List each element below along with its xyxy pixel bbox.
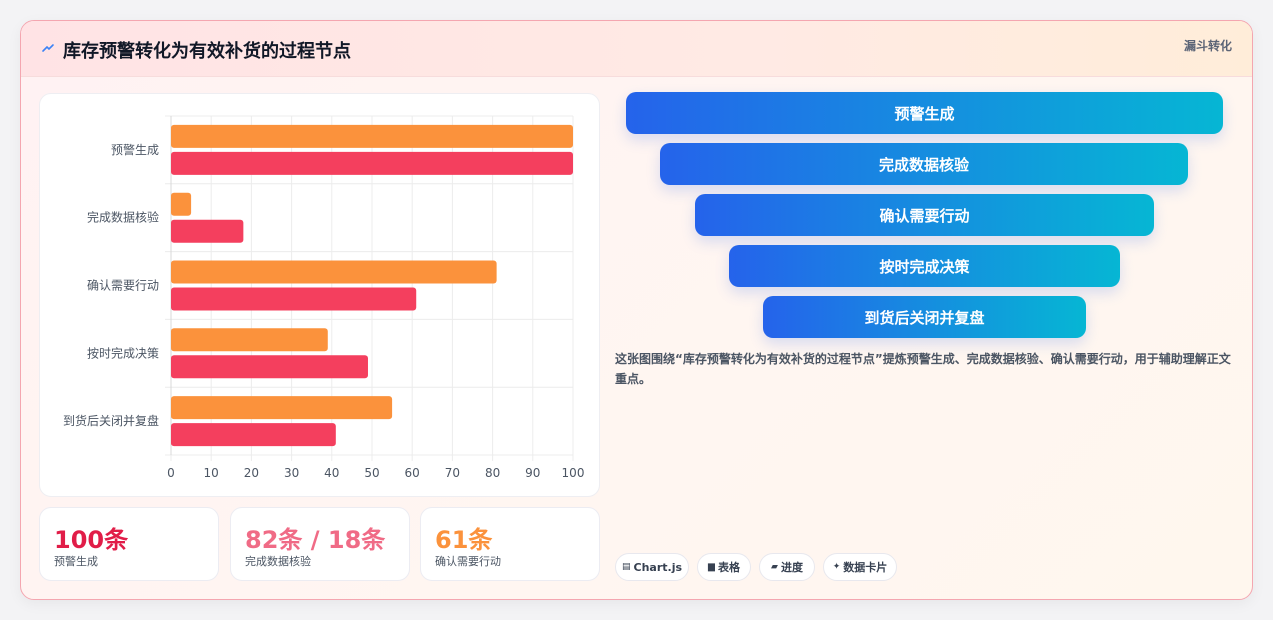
chip-label: Chart.js [633,560,683,574]
chip-data-card[interactable]: ✦ 数据卡片 [823,553,897,581]
x-tick-label: 80 [485,466,500,480]
stat-value: 100条 [54,526,129,554]
chart-description: 这张图围绕“库存预警转化为有效补货的过程节点”提炼预警生成、完成数据核验、确认需… [615,352,1231,386]
sparkle-icon: ✦ [832,562,841,572]
bar-1-2 [171,192,192,216]
y-category-label: 预警生成 [111,142,159,157]
chip-table[interactable]: ▆ 表格 [697,553,751,581]
card-header: 库存预警转化为有效补货的过程节点 漏斗转化 [21,21,1252,77]
chip-progress[interactable]: ▰ 进度 [759,553,815,581]
chart-type-tag: 漏斗转化 [1183,39,1232,53]
stat-label: 确认需要行动 [435,555,501,568]
bar-chart-panel: 0 10 20 30 40 50 60 70 80 90 100 预警生成完成数据核验 确认需要行动 按时… [39,93,600,497]
x-tick-label: 30 [284,466,299,480]
funnel-step-3: 确认需要行动 [695,194,1154,236]
x-tick-label: 0 [167,466,175,480]
y-category-label: 完成数据核验 [87,210,159,225]
stat-card-2: 82条 / 18条 完成数据核验 [230,507,410,581]
chip-chartjs[interactable]: ▤ Chart.js [615,553,689,581]
bar-1-3 [171,260,497,284]
funnel-step-4: 按时完成决策 [729,245,1120,287]
y-category-label: 按时完成决策 [87,345,159,360]
bar-2-1 [171,151,573,175]
x-tick-label: 90 [525,466,540,480]
stat-card-3: 61条 确认需要行动 [420,507,600,581]
funnel-step-1: 预警生成 [626,92,1223,134]
x-tick-label: 60 [405,466,420,480]
bar-2-3 [171,287,417,311]
bar-1-1 [171,124,573,148]
x-tick-label: 10 [204,466,219,480]
bar-2-2 [171,219,244,243]
chart-icon: ▤ [621,562,631,572]
x-tick-label: 50 [364,466,379,480]
x-tick-label: 100 [562,466,585,480]
chip-label: 表格 [717,561,740,574]
table-icon: ▆ [708,562,715,572]
funnel-step-5: 到货后关闭并复盘 [763,296,1086,338]
x-tick-label: 40 [324,466,339,480]
page-title: 库存预警转化为有效补货的过程节点 [63,41,351,62]
bar-chart: 0 10 20 30 40 50 60 70 80 90 100 预警生成完成数据核验确认需要行动按时… [63,115,585,480]
bar-2-4 [171,355,368,379]
trend-arrow-icon [42,44,54,52]
chip-label: 数据卡片 [843,561,888,574]
bar-1-5 [171,396,393,420]
funnel-step-2: 完成数据核验 [660,143,1188,185]
progress-icon: ▰ [771,562,778,572]
x-tick-label: 20 [244,466,259,480]
stat-label: 预警生成 [54,555,98,568]
x-tick-label: 70 [445,466,460,480]
stat-card-1: 100条 预警生成 [39,507,219,581]
stat-value: 82条 / 18条 [245,526,386,554]
y-category-label: 确认需要行动 [87,279,159,293]
bar-2-5 [171,423,336,447]
chip-label: 进度 [780,561,803,574]
bar-1-4 [171,328,328,352]
stat-value: 61条 [435,526,493,554]
y-category-label: 到货后关闭并复盘 [63,413,159,428]
content-card: 库存预警转化为有效补货的过程节点 漏斗转化 0 10 20 30 40 50 60 70 80 9… [20,20,1253,600]
stat-label: 完成数据核验 [245,555,311,568]
